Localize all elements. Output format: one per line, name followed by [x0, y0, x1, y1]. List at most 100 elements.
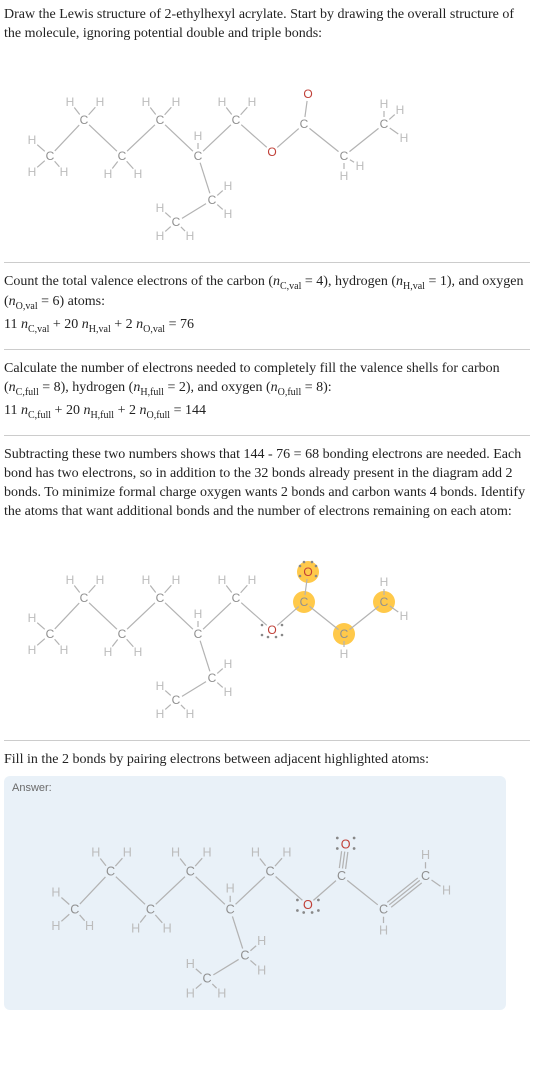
sub: H,val: [403, 281, 425, 292]
svg-text:C: C: [194, 627, 203, 641]
svg-text:H: H: [421, 847, 430, 861]
svg-text:H: H: [218, 95, 227, 109]
svg-text:H: H: [186, 986, 195, 1000]
svg-text:C: C: [340, 627, 349, 641]
svg-text:H: H: [194, 607, 203, 621]
sub: O,full: [278, 387, 302, 398]
sub: H,full: [140, 387, 164, 398]
txt: = 6) atoms:: [38, 294, 105, 309]
txt: = 8):: [301, 380, 331, 395]
svg-text:H: H: [51, 919, 60, 933]
svg-text:C: C: [232, 113, 241, 127]
svg-text:H: H: [28, 643, 37, 657]
svg-text:C: C: [421, 868, 430, 882]
svg-text:H: H: [96, 573, 105, 587]
svg-text:H: H: [142, 95, 151, 109]
svg-text:H: H: [85, 919, 94, 933]
svg-text:H: H: [156, 229, 165, 243]
svg-text:H: H: [400, 609, 409, 623]
svg-text:H: H: [203, 845, 212, 859]
sub: O,val: [16, 301, 38, 312]
sub: C,val: [28, 324, 49, 335]
eq: = 76: [165, 317, 194, 332]
valence-formula: 11 nC,val + 20 nH,val + 2 nO,val = 76: [4, 317, 530, 335]
svg-text:C: C: [156, 113, 165, 127]
svg-text:H: H: [142, 573, 151, 587]
op: +: [51, 403, 66, 418]
svg-text:H: H: [400, 131, 409, 145]
svg-text:H: H: [28, 165, 37, 179]
svg-text:C: C: [240, 948, 249, 962]
svg-text:H: H: [60, 643, 69, 657]
subtract-text: Subtracting these two numbers shows that…: [4, 446, 530, 522]
svg-text:O: O: [303, 898, 313, 912]
op: +: [49, 317, 64, 332]
txt: = 8), hydrogen (: [39, 380, 134, 395]
svg-text:H: H: [96, 95, 105, 109]
svg-text:H: H: [156, 201, 165, 215]
svg-text:H: H: [66, 573, 75, 587]
sub: H,full: [90, 410, 114, 421]
sub: H,val: [89, 324, 111, 335]
svg-text:H: H: [379, 923, 388, 937]
svg-text:H: H: [194, 129, 203, 143]
svg-text:C: C: [208, 671, 217, 685]
svg-text:C: C: [208, 193, 217, 207]
var: n: [396, 274, 403, 289]
full-formula: 11 nC,full + 20 nH,full + 2 nO,full = 14…: [4, 403, 530, 421]
svg-text:C: C: [46, 627, 55, 641]
svg-text:H: H: [123, 845, 132, 859]
op: +: [111, 317, 126, 332]
sub: C,val: [280, 281, 301, 292]
svg-text:C: C: [203, 971, 212, 985]
diagram-1: CHHHCHHCHHCHHCHCHHOCOCHCHHCHHCHHHHH: [4, 48, 530, 248]
svg-text:H: H: [134, 167, 143, 181]
svg-text:H: H: [134, 645, 143, 659]
sub: O,full: [146, 410, 170, 421]
svg-text:H: H: [224, 657, 233, 671]
svg-text:C: C: [379, 902, 388, 916]
svg-text:H: H: [257, 963, 266, 977]
svg-text:H: H: [218, 573, 227, 587]
num: 20: [64, 317, 82, 332]
txt: = 4), hydrogen (: [301, 274, 396, 289]
svg-text:H: H: [172, 95, 181, 109]
answer-label: Answer:: [12, 782, 498, 794]
svg-text:H: H: [91, 845, 100, 859]
svg-text:C: C: [156, 591, 165, 605]
svg-text:O: O: [267, 623, 276, 637]
valence-text: Count the total valence electrons of the…: [4, 273, 530, 314]
svg-text:H: H: [380, 575, 389, 589]
intro-text: Draw the Lewis structure of 2-ethylhexyl…: [4, 6, 530, 44]
svg-text:C: C: [70, 902, 79, 916]
svg-text:H: H: [217, 986, 226, 1000]
svg-text:H: H: [131, 921, 140, 935]
svg-text:H: H: [163, 921, 172, 935]
op: +: [114, 403, 129, 418]
svg-text:H: H: [380, 97, 389, 111]
svg-text:H: H: [226, 881, 235, 895]
svg-text:H: H: [257, 934, 266, 948]
diagram-2: CHHHCHHCHHCHHCHCHHOCOCHCHHCHHCHHH: [4, 526, 530, 726]
svg-text:O: O: [303, 87, 312, 101]
svg-text:C: C: [172, 215, 181, 229]
svg-text:H: H: [224, 207, 233, 221]
svg-text:H: H: [156, 707, 165, 721]
num: 11: [4, 403, 21, 418]
svg-text:O: O: [267, 145, 276, 159]
svg-text:H: H: [186, 957, 195, 971]
svg-text:C: C: [106, 864, 115, 878]
svg-text:C: C: [118, 627, 127, 641]
var: n: [273, 274, 280, 289]
svg-text:H: H: [248, 95, 257, 109]
svg-text:H: H: [224, 685, 233, 699]
svg-text:H: H: [66, 95, 75, 109]
divider: [4, 262, 530, 263]
svg-text:C: C: [380, 117, 389, 131]
fill-text: Fill in the 2 bonds by pairing electrons…: [4, 751, 530, 770]
svg-text:H: H: [104, 167, 113, 181]
svg-text:C: C: [118, 149, 127, 163]
svg-text:C: C: [300, 117, 309, 131]
svg-text:H: H: [224, 179, 233, 193]
answer-box: Answer: CHHHCHHCHHCHHCHCHHOCOCHCHHCHHCHH…: [4, 776, 506, 1010]
